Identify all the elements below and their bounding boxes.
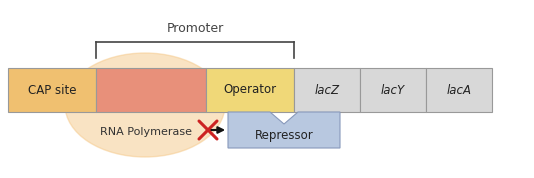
FancyBboxPatch shape: [206, 68, 294, 112]
Text: lacY: lacY: [381, 83, 405, 96]
Text: Operator: Operator: [223, 83, 277, 96]
FancyBboxPatch shape: [294, 68, 360, 112]
Text: RNA Polymerase: RNA Polymerase: [100, 127, 192, 137]
FancyBboxPatch shape: [360, 68, 426, 112]
Text: Repressor: Repressor: [255, 130, 313, 143]
FancyBboxPatch shape: [96, 68, 206, 112]
Text: lacA: lacA: [446, 83, 472, 96]
Ellipse shape: [65, 53, 225, 157]
FancyBboxPatch shape: [8, 68, 96, 112]
Text: lacZ: lacZ: [315, 83, 340, 96]
Text: Promoter: Promoter: [167, 22, 224, 35]
FancyBboxPatch shape: [426, 68, 492, 112]
Text: CAP site: CAP site: [28, 83, 76, 96]
Polygon shape: [228, 112, 340, 148]
